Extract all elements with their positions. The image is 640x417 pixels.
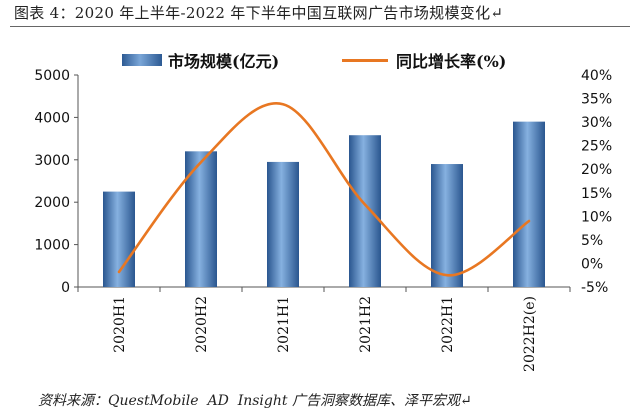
left-tick-label: 1000 — [34, 238, 70, 254]
legend-label-market-size: 市场规模(亿元) — [168, 52, 280, 71]
x-tick-label: 2022H2(e) — [522, 296, 538, 372]
bar-series — [103, 121, 545, 287]
line-series — [117, 102, 531, 277]
bar — [431, 164, 463, 287]
right-tick-label: -5% — [581, 280, 608, 296]
right-tick-label: 30% — [581, 115, 612, 131]
legend-line-swatch — [342, 58, 388, 62]
left-tick-label: 4000 — [34, 110, 70, 126]
legend-item-market-size: 市场规模(亿元) — [122, 48, 279, 72]
right-tick-label: 25% — [581, 139, 612, 155]
chart-title: 图表 4：2020 年上半年-2022 年下半年中国互联网广告市场规模变化↵ — [14, 4, 504, 22]
x-tick-label: 2021H2 — [358, 296, 374, 353]
bar — [267, 161, 299, 287]
legend-label-growth-rate: 同比增长率(%) — [396, 52, 507, 71]
x-tick-label: 2020H1 — [112, 296, 128, 353]
source-note: 资料来源：QuestMobile AD Insight 广告洞察数据库、泽平宏观… — [38, 393, 472, 409]
right-tick-label: 15% — [581, 186, 612, 202]
x-tick-label: 2022H1 — [440, 296, 456, 353]
bar — [185, 151, 217, 287]
legend: 市场规模(亿元) 同比增长率(%) — [122, 48, 552, 72]
left-tick-label: 5000 — [34, 68, 70, 84]
legend-bar-swatch — [122, 54, 162, 66]
right-tick-label: 40% — [581, 68, 612, 84]
right-tick-label: 10% — [581, 209, 612, 225]
legend-item-growth-rate: 同比增长率(%) — [342, 48, 506, 72]
right-tick-label: 35% — [581, 92, 612, 108]
axes: 0 1000 2000 3000 4000 5000 -5% 0% 5% 10% 15% 20% 25%… — [34, 68, 612, 372]
bar — [349, 135, 381, 287]
left-tick-label: 0 — [61, 280, 70, 296]
right-tick-label: 20% — [581, 162, 612, 178]
x-tick-label: 2021H1 — [276, 296, 292, 353]
growth-rate-line — [117, 102, 531, 277]
right-tick-label: 0% — [581, 256, 603, 272]
left-tick-label: 2000 — [34, 195, 70, 211]
left-tick-label: 3000 — [34, 153, 70, 169]
x-tick-label: 2020H2 — [194, 296, 210, 353]
title-divider — [10, 26, 630, 27]
bar — [513, 121, 545, 287]
right-tick-label: 5% — [581, 233, 603, 249]
